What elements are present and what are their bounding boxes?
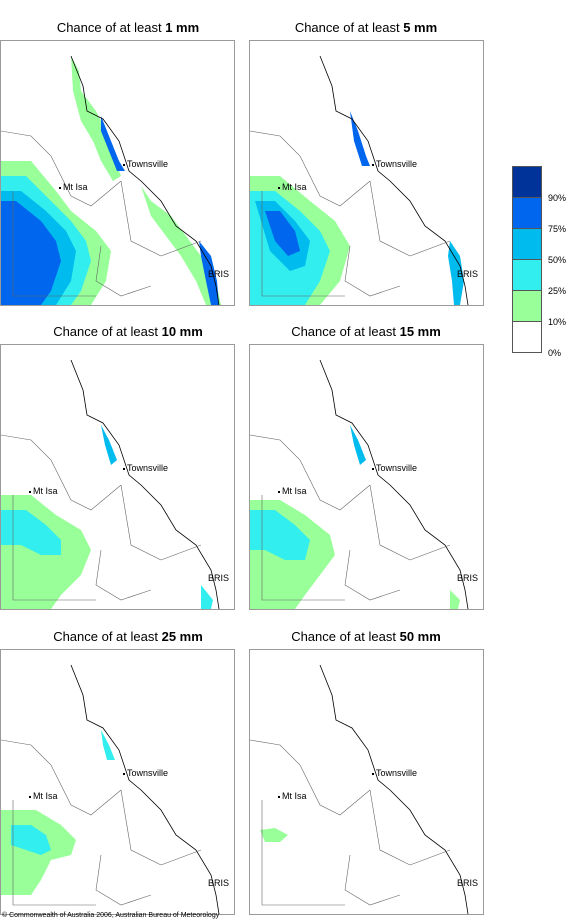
label-bris: BRIS xyxy=(208,269,229,279)
place-name: BRIS xyxy=(457,878,479,888)
map-25mm: Townsville Mt Isa BRIS xyxy=(0,649,235,915)
map-15mm: Townsville Mt Isa BRIS xyxy=(249,344,484,610)
rainfall-overlay xyxy=(250,359,469,609)
title-amount: 25 mm xyxy=(161,629,203,644)
legend-label: 0% xyxy=(548,348,562,358)
town-marker xyxy=(278,490,280,493)
title-amount: 5 mm xyxy=(403,20,438,35)
label-mt-isa: Mt Isa xyxy=(278,182,307,192)
place-name: Townsville xyxy=(127,463,169,473)
label-townsville: Townsville xyxy=(123,463,168,473)
place-name: BRIS xyxy=(208,878,230,888)
rainfall-overlay xyxy=(250,664,469,914)
place-name: Townsville xyxy=(127,159,169,169)
legend-label: 90% xyxy=(548,193,567,203)
copyright-notice: © Commonwealth of Australia 2006, Austra… xyxy=(2,912,220,919)
label-mt-isa: Mt Isa xyxy=(29,486,58,496)
place-name: BRIS xyxy=(208,269,230,279)
place-name: Townsville xyxy=(376,159,418,169)
label-mt-isa: Mt Isa xyxy=(278,791,307,801)
title-prefix: Chance of at least xyxy=(53,324,162,339)
place-name: Mt Isa xyxy=(282,791,307,801)
map-5mm: Townsville Mt Isa BRIS xyxy=(249,40,484,306)
legend-label: 10% xyxy=(548,317,567,327)
label-mt-isa: Mt Isa xyxy=(29,791,58,801)
town-marker xyxy=(372,772,374,775)
label-bris: BRIS xyxy=(208,878,229,888)
panel-title-5mm: Chance of at least 5 mm xyxy=(246,20,486,35)
rainfall-overlay xyxy=(1,55,221,305)
panel-title-1mm: Chance of at least 1 mm xyxy=(8,20,248,35)
probability-legend: 90% 75% 50% 25% 10% 0% xyxy=(512,166,566,358)
place-name: Townsville xyxy=(376,463,418,473)
legend-label: 25% xyxy=(548,286,567,296)
rainfall-overlay xyxy=(1,359,220,609)
place-name: Mt Isa xyxy=(282,182,307,192)
map-10mm: Townsville Mt Isa BRIS xyxy=(0,344,235,610)
place-name: Mt Isa xyxy=(33,486,58,496)
town-marker xyxy=(29,795,31,798)
legend-label: 50% xyxy=(548,255,567,265)
title-prefix: Chance of at least xyxy=(291,629,400,644)
map-1mm: Townsville Mt Isa BRIS xyxy=(0,40,235,306)
label-bris: BRIS xyxy=(457,269,478,279)
panel-title-10mm: Chance of at least 10 mm xyxy=(8,324,248,339)
label-townsville: Townsville xyxy=(123,159,168,169)
rainfall-overlay xyxy=(1,664,220,914)
label-townsville: Townsville xyxy=(372,159,417,169)
title-amount: 15 mm xyxy=(399,324,441,339)
place-name: BRIS xyxy=(208,573,230,583)
place-name: Mt Isa xyxy=(33,791,58,801)
title-prefix: Chance of at least xyxy=(53,629,162,644)
label-bris: BRIS xyxy=(208,573,229,583)
map-50mm: Townsville Mt Isa BRIS xyxy=(249,649,484,915)
legend-swatch-0 xyxy=(512,322,542,353)
legend-label: 75% xyxy=(548,224,567,234)
place-name: Mt Isa xyxy=(282,486,307,496)
place-name: BRIS xyxy=(457,573,479,583)
town-marker xyxy=(278,186,280,189)
legend-swatch-10 xyxy=(512,291,542,322)
place-name: Townsville xyxy=(127,768,169,778)
town-marker xyxy=(123,772,125,775)
legend-swatch-90 xyxy=(512,166,542,198)
place-name: BRIS xyxy=(457,269,479,279)
town-marker xyxy=(59,186,61,189)
town-marker xyxy=(123,467,125,470)
title-prefix: Chance of at least xyxy=(291,324,400,339)
label-mt-isa: Mt Isa xyxy=(278,486,307,496)
town-marker xyxy=(278,795,280,798)
title-amount: 50 mm xyxy=(399,629,441,644)
place-name: Mt Isa xyxy=(63,182,88,192)
town-marker xyxy=(372,163,374,166)
label-mt-isa: Mt Isa xyxy=(59,182,88,192)
legend-swatch-25 xyxy=(512,260,542,291)
label-townsville: Townsville xyxy=(372,463,417,473)
panel-title-25mm: Chance of at least 25 mm xyxy=(8,629,248,644)
title-prefix: Chance of at least xyxy=(56,20,166,35)
legend-swatch-75 xyxy=(512,198,542,229)
town-marker xyxy=(372,467,374,470)
legend-swatch-50 xyxy=(512,229,542,260)
label-townsville: Townsville xyxy=(123,768,168,778)
title-prefix: Chance of at least xyxy=(294,20,404,35)
label-townsville: Townsville xyxy=(372,768,417,778)
rainfall-overlay xyxy=(250,55,469,305)
town-marker xyxy=(123,163,125,166)
label-bris: BRIS xyxy=(457,878,478,888)
town-marker xyxy=(29,490,31,493)
title-amount: 1 mm xyxy=(165,20,200,35)
place-name: Townsville xyxy=(376,768,418,778)
label-bris: BRIS xyxy=(457,573,478,583)
panel-title-15mm: Chance of at least 15 mm xyxy=(246,324,486,339)
panel-title-50mm: Chance of at least 50 mm xyxy=(246,629,486,644)
title-amount: 10 mm xyxy=(161,324,203,339)
